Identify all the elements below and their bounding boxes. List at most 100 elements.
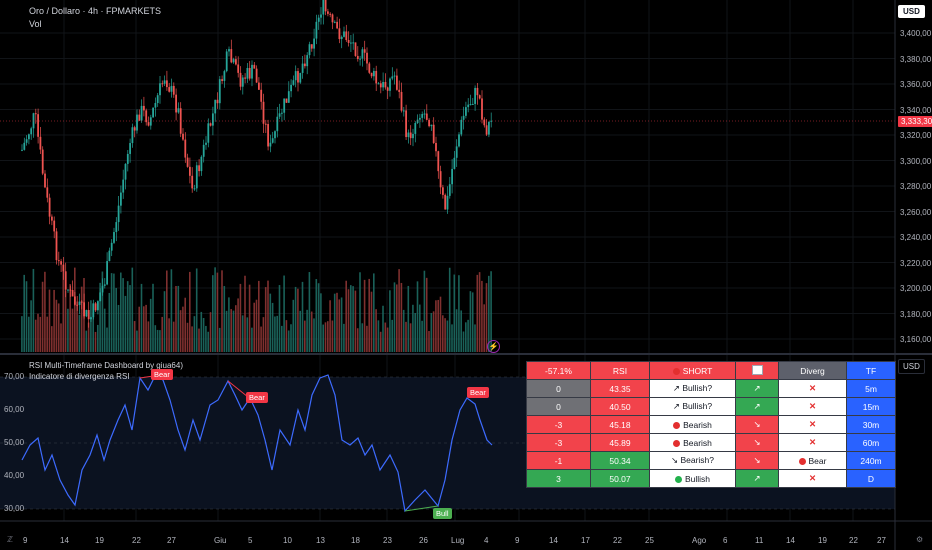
rsi-axis-label: 30,00 (4, 504, 25, 513)
rsi-indicator-title[interactable]: RSI Multi-Timeframe Dashboard by giua64) (29, 361, 183, 370)
dashboard-row: 3 50.07 Bullish ↗ ✕ D (526, 469, 896, 488)
signal-text: ↗ Bullish? (672, 383, 713, 393)
time-axis-label: 25 (645, 536, 654, 545)
time-axis-label: Ago (692, 536, 707, 545)
divergence-indicator-title[interactable]: Indicatore di divergenza RSI (29, 372, 130, 381)
trend-arrow-cell: ↗ (735, 379, 779, 398)
symbol-title[interactable]: Oro / Dollaro · 4h · FPMARKETS (29, 6, 162, 16)
timeframe-cell: 5m (846, 379, 896, 398)
signal-text: ↘ Bearish? (670, 455, 715, 465)
rsi-value-cell: 45.89 (590, 433, 650, 452)
time-axis-label: 27 (167, 536, 176, 545)
price-axis-label: 3,240,00 (900, 233, 932, 242)
volume-legend[interactable]: Vol (29, 19, 42, 29)
dashboard-row: 0 40.50 ↗ Bullish? ↗ ✕ 15m (526, 397, 896, 416)
signal-cell: Bearish (649, 415, 736, 434)
price-axis-label: 3,360,00 (900, 80, 932, 89)
timeframe-cell: 60m (846, 433, 896, 452)
time-axis-label: 18 (351, 536, 360, 545)
dashboard-row: -1 50.34 ↘ Bearish? ↘ Bear 240m (526, 451, 896, 470)
rsi-value-cell: 50.34 (590, 451, 650, 470)
price-axis-label: 3,220,00 (900, 258, 932, 268)
rsi-value-cell: 43.35 (590, 379, 650, 398)
time-axis-label: 27 (877, 536, 886, 545)
chart-icon (751, 364, 763, 375)
red-circle-icon (673, 439, 681, 447)
time-axis-label: 6 (723, 536, 728, 545)
score-cell: 3 (526, 469, 591, 488)
trend-arrow-cell: ↘ (735, 433, 779, 452)
time-axis-label: 22 (132, 536, 141, 545)
signal-text: Bullish (684, 473, 711, 484)
dashboard-row: -3 45.89 Bearish ↘ ✕ 60m (526, 433, 896, 452)
header-tf: TF (846, 361, 896, 380)
time-axis-label: 23 (383, 536, 392, 545)
time-axis-label: 22 (613, 536, 622, 545)
current-price-tag: 3,333,30 (898, 116, 932, 127)
score-cell: 0 (526, 397, 591, 416)
time-axis-label: Lug (451, 536, 465, 545)
lightning-icon[interactable]: ⚡ (487, 340, 500, 353)
divergence-label-bear: Bear (246, 392, 268, 403)
price-axis-label: 3,300,00 (900, 156, 932, 166)
dashboard-row: -3 45.18 Bearish ↘ ✕ 30m (526, 415, 896, 434)
divergence-cell: ✕ (778, 397, 847, 416)
rsi-value-cell: 50.07 (590, 469, 650, 488)
rsi-dashboard-table: -57.1% RSI SHORT Diverg TF 0 43.35 ↗ Bulli… (526, 361, 896, 488)
time-axis-label: 5 (248, 536, 253, 545)
time-axis-label: Giu (214, 536, 227, 545)
timeframe-cell: 30m (846, 415, 896, 434)
header-rsi: RSI (590, 361, 650, 380)
divergence-label-bear: Bear (151, 369, 173, 380)
rsi-axis-label: 70,00 (4, 372, 25, 381)
signal-text: Bearish (683, 419, 712, 430)
cross-icon: ✕ (808, 401, 817, 411)
currency-button-main[interactable]: USD (898, 5, 925, 18)
trend-arrow-cell: ↗ (735, 397, 779, 416)
header-score: -57.1% (526, 361, 591, 380)
time-axis-label: 19 (95, 536, 104, 545)
timeframe-cell: D (846, 469, 896, 488)
timeframe-cell: 15m (846, 397, 896, 416)
zoom-icon[interactable]: ℤ (7, 535, 13, 544)
time-axis-label: 17 (581, 536, 590, 545)
time-axis-label: 13 (316, 536, 325, 545)
price-axis-label: 3,280,00 (900, 182, 932, 191)
divergence-line-bear-2 (227, 380, 249, 398)
divergence-cell: ✕ (778, 469, 847, 488)
score-cell: 0 (526, 379, 591, 398)
header-diverg: Diverg (778, 361, 847, 380)
header-trend-icon (735, 361, 779, 380)
red-circle-icon (673, 421, 681, 429)
rsi-axis-label: 60,00 (4, 405, 25, 414)
price-axis-label: 3,200,00 (900, 284, 932, 293)
rsi-axis-label: 40,00 (4, 471, 25, 480)
divergence-cell: Bear (778, 451, 847, 470)
divergence-cell: ✕ (778, 433, 847, 452)
divergence-cell: ✕ (778, 415, 847, 434)
dashboard-header-row: -57.1% RSI SHORT Diverg TF (526, 361, 896, 380)
green-circle-icon (674, 475, 682, 483)
time-axis-label: 26 (419, 536, 428, 545)
time-axis-label: 9 (515, 536, 520, 545)
price-axis-label: 3,160,00 (900, 335, 932, 344)
time-axis-label: 4 (484, 536, 489, 545)
divergence-cell: ✕ (778, 379, 847, 398)
time-axis-label: 11 (755, 536, 764, 545)
signal-text: Bearish (683, 437, 712, 448)
price-axis-label: 3,400,00 (900, 29, 932, 38)
signal-cell: Bullish (649, 469, 736, 488)
red-circle-icon (798, 457, 806, 465)
cross-icon: ✕ (808, 383, 817, 393)
rsi-line (21, 374, 493, 513)
rsi-axis-label: 50,00 (4, 438, 25, 447)
price-axis-label: 3,320,00 (900, 131, 932, 140)
divergence-label-bull: Bull (433, 508, 452, 519)
currency-button-rsi[interactable]: USD (898, 359, 925, 374)
trend-arrow-cell: ↘ (735, 415, 779, 434)
divergence-line-bull (404, 505, 439, 512)
score-cell: -1 (526, 451, 591, 470)
price-axis-label: 3,380,00 (900, 54, 932, 64)
trend-arrow-cell: ↘ (735, 451, 779, 470)
settings-icon[interactable]: ⚙ (916, 535, 924, 544)
